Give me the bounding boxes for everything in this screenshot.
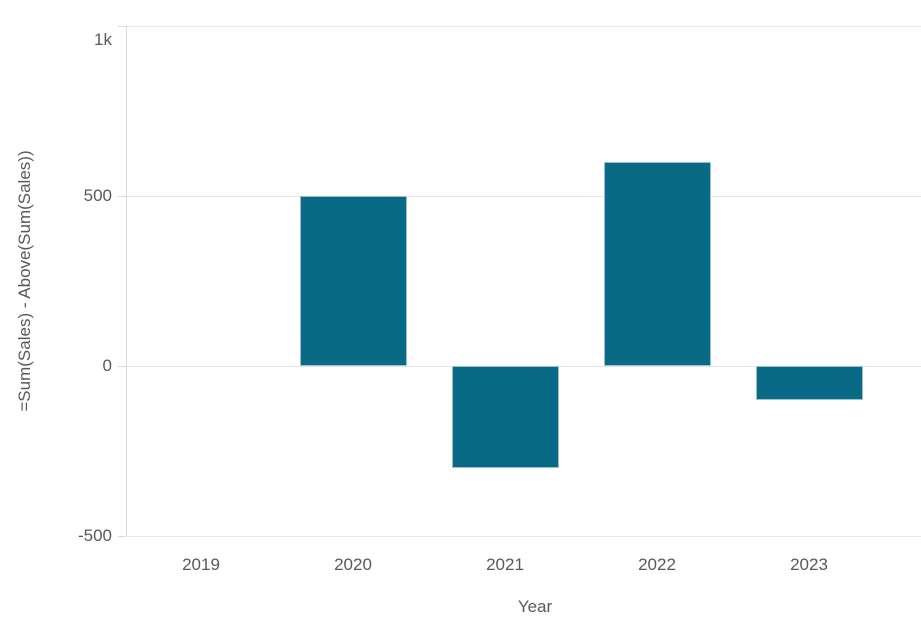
x-tick-label-2021: 2021 bbox=[486, 555, 524, 574]
x-tick-label-2020: 2020 bbox=[334, 555, 372, 574]
y-tickmark-500 bbox=[118, 196, 126, 197]
x-tick-label-2019: 2019 bbox=[182, 555, 220, 574]
y-axis-title: =Sum(Sales) - Above(Sum(Sales)) bbox=[15, 150, 34, 412]
x-tick-label-2023: 2023 bbox=[790, 555, 828, 574]
y-tick-label-0: 0 bbox=[102, 356, 112, 375]
y-tickmark-0 bbox=[118, 366, 126, 367]
y-tick-label-500: 500 bbox=[83, 186, 112, 205]
bar-2022[interactable] bbox=[604, 162, 711, 366]
bar-2020[interactable] bbox=[300, 196, 407, 366]
x-axis-title: Year bbox=[517, 597, 553, 616]
gridline-1k bbox=[126, 26, 921, 27]
y-tick-label--500: -500 bbox=[77, 526, 112, 545]
gridline-500 bbox=[126, 196, 921, 197]
bar-2023[interactable] bbox=[756, 366, 863, 400]
gridline--500 bbox=[126, 536, 921, 537]
y-tickmark-1k bbox=[118, 26, 126, 27]
bar-2021[interactable] bbox=[452, 366, 559, 468]
y-tickmark--500 bbox=[118, 536, 126, 537]
x-tick-label-2022: 2022 bbox=[638, 555, 676, 574]
y-tick-label-1k: 1k bbox=[94, 30, 112, 49]
y-axis-line bbox=[126, 26, 127, 536]
